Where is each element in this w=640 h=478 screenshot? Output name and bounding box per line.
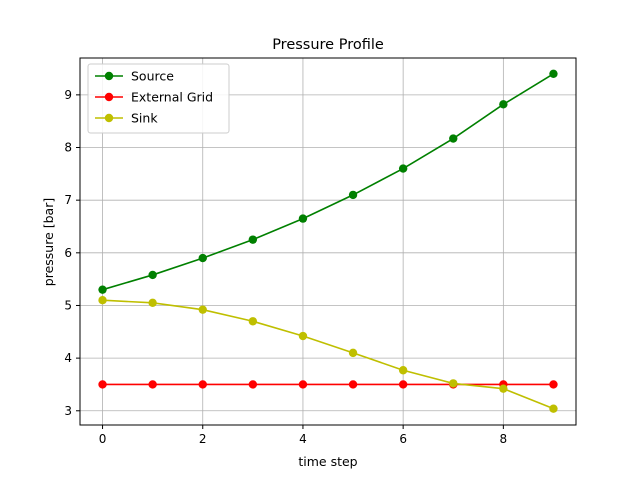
data-point <box>298 380 308 389</box>
data-point <box>198 253 207 263</box>
y-tick-label: 9 <box>64 88 72 102</box>
y-tick-label: 6 <box>64 246 72 260</box>
legend-label: External Grid <box>131 90 213 105</box>
legend-marker <box>104 71 114 81</box>
data-point <box>248 235 258 244</box>
data-point <box>298 214 308 223</box>
data-point <box>549 69 558 78</box>
y-tick-label: 7 <box>64 193 72 207</box>
x-tick-label: 8 <box>500 432 508 446</box>
legend-item: Source <box>95 69 174 84</box>
data-point <box>148 380 157 389</box>
legend-label: Sink <box>131 111 158 126</box>
data-point <box>549 404 558 413</box>
series-line <box>102 299 554 410</box>
x-tick-label: 4 <box>299 432 307 446</box>
series-line <box>102 73 554 291</box>
data-point <box>98 380 107 389</box>
data-point <box>499 100 508 109</box>
y-axis-label: pressure [bar] <box>41 198 56 286</box>
x-tick-label: 2 <box>199 432 207 446</box>
x-tick-label: 0 <box>99 432 107 446</box>
legend-marker <box>104 113 114 123</box>
y-tick-label: 8 <box>64 141 72 155</box>
data-point <box>148 298 157 308</box>
series-group <box>98 69 558 413</box>
plot-area-frame <box>79 57 577 426</box>
data-point <box>398 164 408 173</box>
data-point <box>449 134 458 143</box>
legend: Source External Grid Sink <box>87 63 230 134</box>
chart-title: Pressure Profile <box>272 37 384 53</box>
y-tick-label: 4 <box>64 351 72 365</box>
legend-box <box>87 63 230 134</box>
data-point <box>98 296 107 305</box>
legend-item: Sink <box>95 111 158 126</box>
data-point <box>298 331 308 341</box>
legend-item: External Grid <box>95 90 213 105</box>
data-point <box>348 380 358 389</box>
data-point <box>549 380 558 389</box>
y-tick-label: 3 <box>64 404 72 418</box>
data-point <box>148 270 157 280</box>
data-point <box>198 305 207 314</box>
data-point <box>248 380 258 389</box>
y-tick-label: 5 <box>64 298 72 312</box>
data-point <box>198 380 207 389</box>
data-point <box>348 348 358 358</box>
data-point <box>248 317 258 326</box>
series-sink <box>98 296 558 413</box>
x-tick-label: 6 <box>399 432 407 446</box>
grid-lines <box>80 58 576 425</box>
legend-label: Source <box>131 69 174 84</box>
data-point <box>398 380 408 389</box>
data-point <box>98 285 107 294</box>
data-point <box>348 190 358 200</box>
data-point <box>499 384 508 393</box>
data-point <box>449 379 458 388</box>
axis-ticks: 0 2 4 6 8 3 4 5 6 7 8 9 <box>64 88 507 446</box>
legend-marker <box>104 92 114 102</box>
data-point <box>398 366 408 375</box>
series-source <box>98 69 558 294</box>
x-axis-label: time step <box>298 454 357 469</box>
